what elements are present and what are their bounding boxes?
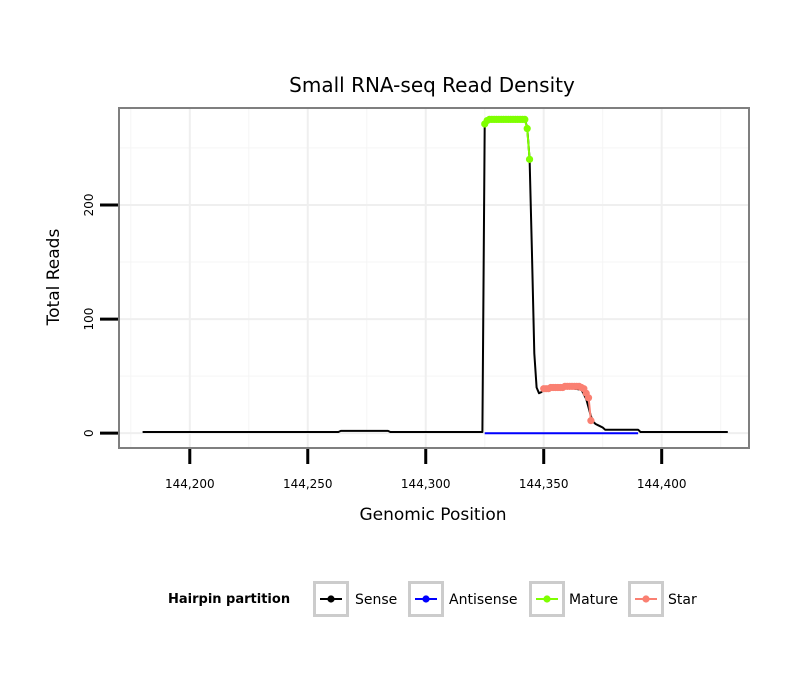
data-point-mature	[525, 155, 534, 163]
y-tick-label: 100	[82, 308, 96, 331]
y-tick-label: 200	[82, 194, 96, 217]
y-tick-label: 0	[82, 429, 96, 437]
legend-item-star: Star	[628, 581, 697, 617]
plot-panel	[119, 108, 749, 448]
y-axis: 0 100 200	[82, 194, 118, 437]
data-point-mature	[521, 115, 529, 124]
x-tick-label: 144,400	[637, 477, 687, 491]
legend-label: Mature	[569, 592, 618, 608]
chart-title: Small RNA-seq Read Density	[289, 73, 575, 97]
series-layer	[118, 107, 750, 449]
legend-item-sense: Sense	[313, 581, 397, 617]
legend-item-antisense: Antisense	[408, 581, 518, 617]
legend-key-point	[543, 595, 551, 603]
data-point-star	[584, 394, 593, 402]
data-point-star	[587, 417, 595, 425]
legend: Hairpin partition Sense Antisense Mature St…	[168, 581, 697, 617]
legend-label: Star	[668, 592, 697, 608]
legend-label: Antisense	[449, 592, 518, 608]
data-point-mature	[523, 124, 531, 133]
y-axis-title: Total Reads	[44, 229, 64, 327]
x-tick-label: 144,250	[283, 477, 333, 491]
legend-item-mature: Mature	[529, 581, 618, 617]
legend-label: Sense	[355, 592, 397, 608]
x-axis: 144,200 144,250 144,300 144,350 144,400	[165, 449, 687, 491]
x-axis-title: Genomic Position	[359, 505, 506, 525]
legend-key-point	[422, 595, 430, 603]
panel-background	[119, 108, 749, 448]
x-tick-label: 144,350	[519, 477, 569, 491]
legend-title: Hairpin partition	[168, 592, 290, 607]
x-tick-label: 144,300	[401, 477, 451, 491]
legend-key-point	[327, 595, 335, 603]
panel-border	[118, 107, 750, 449]
x-tick-label: 144,200	[165, 477, 215, 491]
legend-key-point	[642, 595, 650, 603]
